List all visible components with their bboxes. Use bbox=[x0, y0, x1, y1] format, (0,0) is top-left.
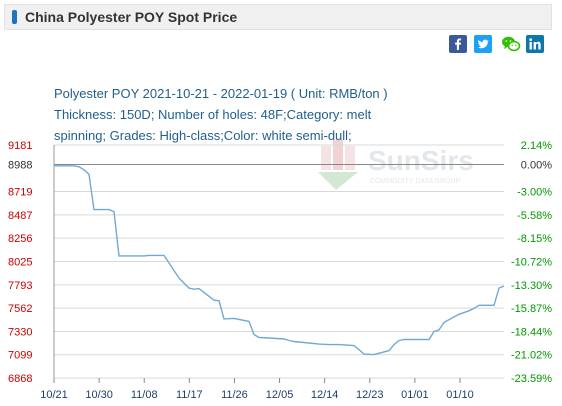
left-tick-label: 7562 bbox=[8, 303, 32, 315]
page-title: China Polyester POY Spot Price bbox=[25, 9, 238, 25]
right-tick-label: -15.87% bbox=[511, 303, 552, 315]
linkedin-icon[interactable] bbox=[526, 35, 544, 53]
x-tick-label: 12/05 bbox=[266, 389, 294, 401]
description-line-period: Polyester POY 2021-10-21 - 2022-01-19 ( … bbox=[54, 86, 388, 101]
x-tick-label: 12/23 bbox=[356, 389, 384, 401]
left-tick-label: 8256 bbox=[8, 233, 32, 245]
right-tick-label: -3.00% bbox=[517, 187, 552, 199]
chart-description: Polyester POY 2021-10-21 - 2022-01-19 ( … bbox=[54, 83, 524, 146]
wechat-icon[interactable] bbox=[501, 35, 521, 53]
x-tick-label: 10/30 bbox=[85, 389, 113, 401]
right-tick-label: -21.02% bbox=[511, 350, 552, 362]
left-tick-label: 8988 bbox=[8, 159, 32, 171]
left-tick-label: 9181 bbox=[8, 140, 32, 152]
left-tick-label: 6868 bbox=[8, 373, 32, 385]
left-axis-labels: 9181 8988 8719 8487 8256 8025 7793 7562 7330 7099… bbox=[8, 140, 32, 385]
x-axis-labels: 10/21 10/30 11/08 11/17 11/26 12/05 12/14 12/23… bbox=[40, 389, 474, 401]
right-tick-label: -13.30% bbox=[511, 280, 552, 292]
grid-lines bbox=[53, 144, 504, 383]
watermark-brand: SunSirs bbox=[368, 145, 474, 176]
price-series-line bbox=[54, 165, 505, 356]
facebook-icon[interactable] bbox=[449, 35, 467, 53]
right-tick-label: 0.00% bbox=[521, 159, 552, 171]
x-tick-label: 10/21 bbox=[40, 389, 68, 401]
header-accent-bar bbox=[12, 10, 17, 24]
left-tick-label: 7099 bbox=[8, 350, 32, 362]
twitter-icon[interactable] bbox=[474, 35, 492, 53]
x-tick-label: 11/17 bbox=[176, 389, 203, 401]
x-tick-label: 11/08 bbox=[131, 389, 158, 401]
description-line-spec: Thickness: 150D; Number of holes: 48F;Ca… bbox=[54, 107, 372, 122]
x-tick-label: 12/14 bbox=[311, 389, 339, 401]
left-tick-label: 8025 bbox=[8, 256, 32, 268]
page-header: China Polyester POY Spot Price bbox=[4, 4, 552, 30]
left-tick-label: 8719 bbox=[8, 187, 32, 199]
right-tick-label: -18.44% bbox=[511, 326, 552, 338]
right-tick-label: -23.59% bbox=[511, 373, 552, 385]
right-tick-label: -8.15% bbox=[517, 233, 552, 245]
left-tick-label: 7330 bbox=[8, 326, 32, 338]
right-tick-label: -5.58% bbox=[517, 210, 552, 222]
right-tick-label: -10.72% bbox=[511, 256, 552, 268]
left-tick-label: 8487 bbox=[8, 210, 32, 222]
left-tick-label: 7793 bbox=[8, 280, 32, 292]
series-layer bbox=[54, 165, 505, 356]
watermark-tagline: COMMODITY DATA GROUP bbox=[370, 178, 461, 185]
description-line-grade: spinning; Grades: High-class;Color: whit… bbox=[54, 128, 352, 143]
right-tick-label: 2.14% bbox=[521, 140, 552, 152]
x-tick-label: 01/01 bbox=[401, 389, 429, 401]
x-tick-label: 11/26 bbox=[221, 389, 248, 401]
x-tick-label: 01/10 bbox=[446, 389, 474, 401]
right-axis-labels: 2.14% 0.00% -3.00% -5.58% -8.15% -10.72% -13.3… bbox=[511, 140, 552, 385]
sunsirs-watermark: SunSirs COMMODITY DATA GROUP bbox=[318, 140, 474, 190]
